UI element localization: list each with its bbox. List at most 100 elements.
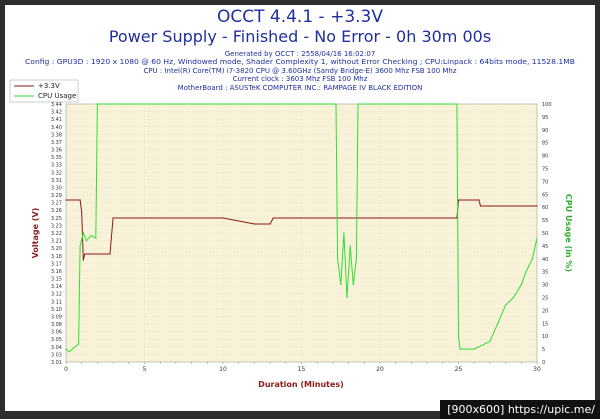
voltage-point	[300, 217, 303, 219]
y-tick-label-right: 15	[542, 321, 548, 327]
cpu-point	[525, 271, 527, 273]
cpu-point	[352, 284, 354, 286]
y-tick-label-left: 3.41	[51, 117, 62, 123]
y-tick-label-right: 65	[542, 192, 548, 198]
y-tick-label-left: 3.17	[51, 261, 62, 267]
y-tick-label-left: 3.04	[51, 345, 62, 351]
cpu-point	[457, 335, 460, 337]
cpu-point	[85, 240, 87, 242]
voltage-point	[269, 223, 271, 225]
y-tick-label-left: 3.10	[51, 307, 62, 313]
cpu-point	[489, 340, 491, 342]
y-tick-label-left: 3.22	[51, 231, 62, 237]
voltage-point	[253, 223, 255, 225]
cpu-point	[346, 296, 348, 299]
y-tick-label-right: 25	[542, 296, 548, 302]
voltage-point	[79, 199, 81, 201]
y-tick-label-right: 90	[542, 128, 548, 134]
y-tick-label-right: 5	[542, 347, 545, 353]
series-line-voltage	[66, 199, 537, 261]
x-tick-label: 25	[455, 366, 463, 373]
legend-label-cpu: CPU Usage	[38, 92, 76, 100]
y-tick-label-right: 35	[542, 270, 548, 276]
cpu-point	[78, 343, 80, 345]
y-tick-label-right: 85	[542, 141, 548, 147]
y-tick-label-left: 3.06	[51, 330, 62, 336]
cpu-point	[505, 304, 507, 306]
info-motherboard: MotherBoard : ASUSTeK COMPUTER INC.: RAM…	[178, 84, 423, 92]
voltage-point	[82, 259, 84, 261]
y-tick-label-left: 3.05	[51, 337, 62, 343]
info-current-clock: Current clock : 3603 Mhz FSB 100 Mhz	[233, 75, 368, 83]
y-tick-label-right: 55	[542, 218, 548, 224]
cpu-point	[355, 258, 357, 260]
voltage-point	[88, 253, 91, 255]
title-line-1: OCCT 4.4.1 - +3.3V	[217, 7, 383, 27]
info-cpu: CPU : Intel(R) Core(TM) i7-3820 CPU @ 3.…	[143, 67, 456, 75]
cpu-point	[340, 284, 342, 286]
voltage-point	[81, 211, 83, 213]
y-tick-label-right: 50	[542, 231, 548, 237]
y-tick-label-right: 60	[542, 205, 548, 211]
cpu-point	[531, 258, 533, 260]
y-tick-label-left: 3.29	[51, 193, 62, 199]
cpu-point	[95, 237, 97, 239]
y-tick-label-left: 3.42	[51, 110, 62, 116]
y-ticks-right: 1009590858075706560555045403530252015105…	[542, 102, 552, 366]
y-tick-label-left: 3.12	[51, 292, 62, 298]
cpu-point	[512, 296, 515, 299]
cpu-point	[253, 103, 255, 105]
x-ticks: 0 5 10 15 20 25 30	[64, 362, 541, 373]
y-tick-label-left: 3.33	[51, 163, 62, 169]
cpu-point	[497, 322, 499, 324]
cpu-point	[520, 284, 522, 286]
voltage-point	[109, 253, 111, 255]
y-tick-label-right: 45	[542, 244, 548, 250]
y-axis-label-left: Voltage (V)	[31, 208, 40, 259]
y-tick-label-left: 3.01	[51, 360, 62, 366]
y-tick-label-right: 30	[542, 283, 548, 289]
y-tick-label-left: 3.44	[51, 102, 62, 108]
cpu-point	[98, 103, 100, 105]
cpu-point	[335, 103, 337, 105]
y-tick-label-left: 3.30	[51, 185, 62, 191]
y-tick-label-left: 3.37	[51, 140, 62, 146]
title-line-2: Power Supply - Finished - No Error - 0h …	[109, 27, 491, 46]
voltage-point	[457, 199, 460, 201]
y-tick-label-left: 3.21	[51, 239, 62, 245]
voltage-point	[536, 205, 538, 207]
cpu-point	[536, 237, 538, 239]
y-tick-label-left: 3.25	[51, 216, 62, 222]
y-tick-label-left: 3.20	[51, 246, 62, 252]
y-tick-label-right: 40	[542, 257, 548, 263]
y-tick-label-right: 10	[542, 334, 548, 340]
y-tick-label-left: 3.38	[51, 132, 62, 138]
cpu-point	[473, 348, 475, 350]
voltage-point	[65, 199, 67, 201]
y-tick-label-left: 3.23	[51, 223, 62, 229]
cpu-point	[79, 245, 81, 247]
watermark-text: [900x600] https://upic.me/	[447, 403, 595, 416]
x-tick-label: 10	[219, 366, 227, 373]
voltage-point	[110, 235, 113, 237]
cpu-point	[343, 232, 345, 234]
cpu-point	[191, 103, 193, 105]
y-tick-label-left: 3.32	[51, 170, 62, 176]
y-tick-label-left: 3.11	[51, 299, 62, 305]
x-tick-label: 30	[533, 366, 541, 373]
y-axis-label-right: CPU Usage (in %)	[564, 194, 573, 272]
cpu-point	[359, 103, 361, 105]
y-tick-label-right: 70	[542, 179, 548, 185]
y-tick-label-left: 3.26	[51, 208, 62, 214]
y-tick-label-right: 20	[542, 308, 548, 314]
x-tick-label: 15	[298, 366, 306, 373]
cpu-point	[316, 103, 318, 105]
voltage-point	[489, 205, 491, 207]
y-tick-label-left: 3.08	[51, 322, 62, 328]
series-layer	[65, 103, 538, 353]
y-tick-label-right: 100	[542, 102, 552, 108]
legend-label-voltage: +3.3V	[38, 82, 60, 90]
cpu-point	[379, 103, 381, 105]
cpu-point	[65, 348, 67, 350]
x-tick-label: 20	[376, 366, 384, 373]
